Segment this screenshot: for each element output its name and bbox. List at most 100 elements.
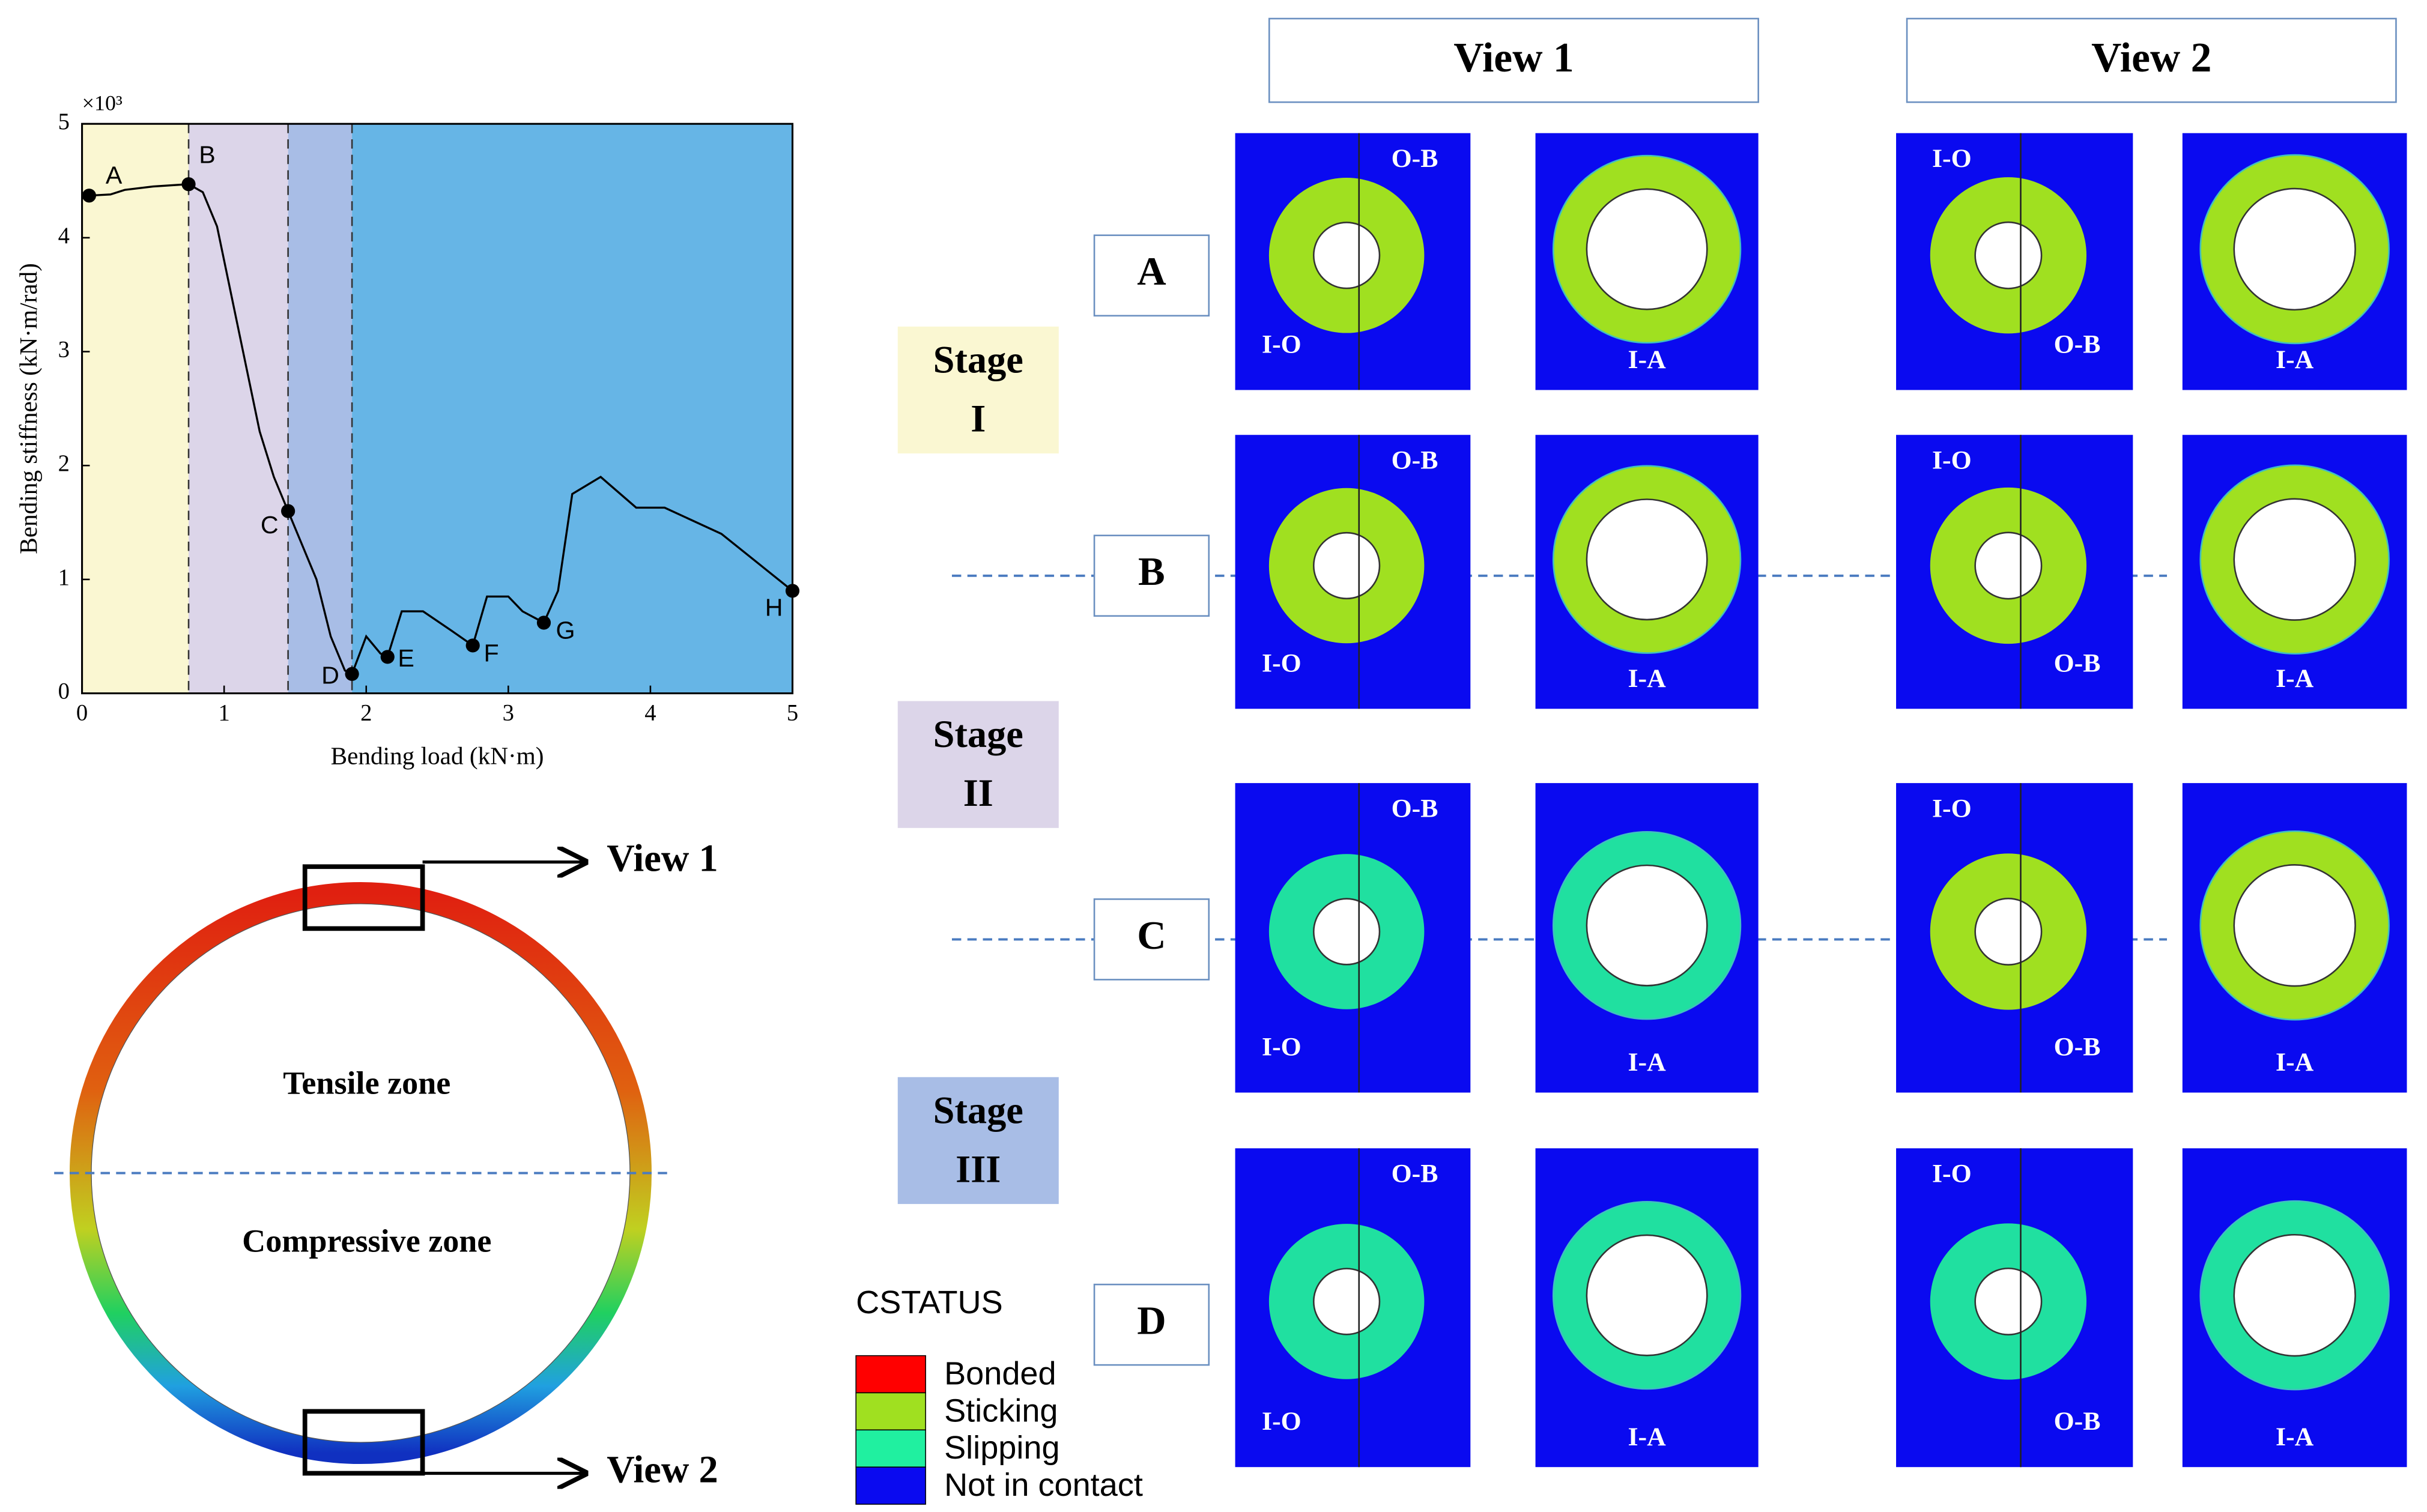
hole [1586,498,1708,621]
legend-title: CSTATUS [856,1284,1003,1320]
panel-label: I-O [1932,794,1972,823]
panel-label: I-A [2276,664,2314,693]
multiplier: ×10³ [82,91,123,115]
stage-box [897,701,1059,828]
stiffness-line [82,183,793,676]
hole [1313,1268,1381,1335]
contact-panel: I-A [1535,783,1759,1093]
hole [1586,1234,1708,1356]
hole [2233,864,2356,987]
panel-label: I-O [1932,446,1972,475]
x-tick-label: 3 [503,701,514,726]
view-title: View 2 [2091,35,2211,81]
hole [1974,531,2043,600]
panel-label: I-A [1628,664,1666,693]
row-box [1093,898,1210,981]
panel-label: I-O [1262,649,1301,677]
point-label: A [106,162,123,189]
panel-label: I-A [1628,1048,1666,1077]
view-title: View 1 [1453,35,1574,81]
contact-panel: I-A [1535,1148,1759,1468]
panel-label: I-A [2276,1423,2314,1451]
stage-label: Stage [933,713,1023,755]
x-tick-label: 5 [787,701,798,726]
row-label: D [1137,1298,1166,1343]
point-label: C [261,511,279,539]
stage-label: Stage [933,1089,1023,1131]
hole [2233,498,2356,621]
legend-label: Not in contact [944,1467,1143,1503]
point-marker [181,177,196,192]
hole [2233,1233,2356,1357]
contact-panel: I-O O-B [1896,783,2133,1093]
y-tick-label: 4 [58,223,70,249]
row-box [1093,234,1210,317]
stage-box [897,326,1059,454]
contact-panel: I-A [1535,133,1759,390]
point-label: H [765,594,783,621]
contact-panel: I-O O-B [1896,435,2133,709]
panel-label: I-O [1262,330,1301,358]
row-box [1093,534,1210,617]
legend-label: Sticking [944,1393,1058,1429]
point-marker [785,584,800,598]
x-tick-label: 0 [76,701,88,726]
contact-panel: I-A [1535,435,1759,709]
point-marker [380,650,395,664]
y-tick-label: 5 [58,109,70,135]
panel-label: O-B [2054,1032,2101,1061]
contact-panel: O-B I-O [1235,783,1471,1093]
y-tick-label: 0 [58,679,70,704]
point-label: D [321,661,339,689]
legend-swatch [855,1392,926,1431]
stage-label: III [956,1148,1001,1190]
panel-label: O-B [2054,330,2101,358]
stage-band [288,124,353,694]
zone-label: Tensile zone [283,1065,450,1101]
x-tick-label: 4 [644,701,656,726]
panel-label: O-B [1392,446,1438,475]
stage-label: II [963,772,993,814]
view-box [302,1409,425,1476]
contact-panel: I-A [2182,133,2407,390]
hole [1974,1267,2043,1335]
stage-box [897,1077,1059,1205]
panel-label: O-B [1392,144,1438,173]
y-tick-label: 3 [58,337,70,362]
view-label: View 1 [607,836,718,879]
contact-panel: I-A [2182,435,2407,709]
row-box [1093,1283,1210,1366]
contact-panel: O-B I-O [1235,435,1471,709]
point-label: B [199,141,216,168]
legend-swatch [855,1466,926,1505]
ring-edge [91,903,631,1443]
y-tick-label: 1 [58,565,70,590]
legend-label: Slipping [944,1430,1060,1466]
contact-panel: O-B I-O [1235,1148,1471,1468]
stage-band [352,124,793,694]
zone-label: Compressive zone [242,1223,491,1259]
legend-swatch [855,1429,926,1468]
panel-label: I-O [1262,1032,1301,1061]
panel-label: O-B [2054,1407,2101,1436]
y-tick-label: 2 [58,451,70,476]
legend-label: Bonded [944,1355,1056,1391]
point-marker [345,667,359,681]
stage-band [189,124,288,694]
contact-panel: I-A [2182,1148,2407,1468]
row-label: C [1137,913,1166,958]
view-header [1268,17,1759,103]
point-label: F [484,639,499,667]
panel-label: I-A [2276,345,2314,374]
y-axis-label: Bending stiffness (kN·m/rad) [14,263,43,554]
ring [69,882,652,1465]
point-marker [536,615,551,630]
contact-panel: O-B I-O [1235,133,1471,390]
stage-band [82,124,189,694]
hole [1313,222,1381,289]
point-label: E [398,644,414,672]
panel-label: I-A [1628,1423,1666,1451]
contact-panel: I-O O-B [1896,1148,2133,1468]
point-marker [465,638,480,653]
